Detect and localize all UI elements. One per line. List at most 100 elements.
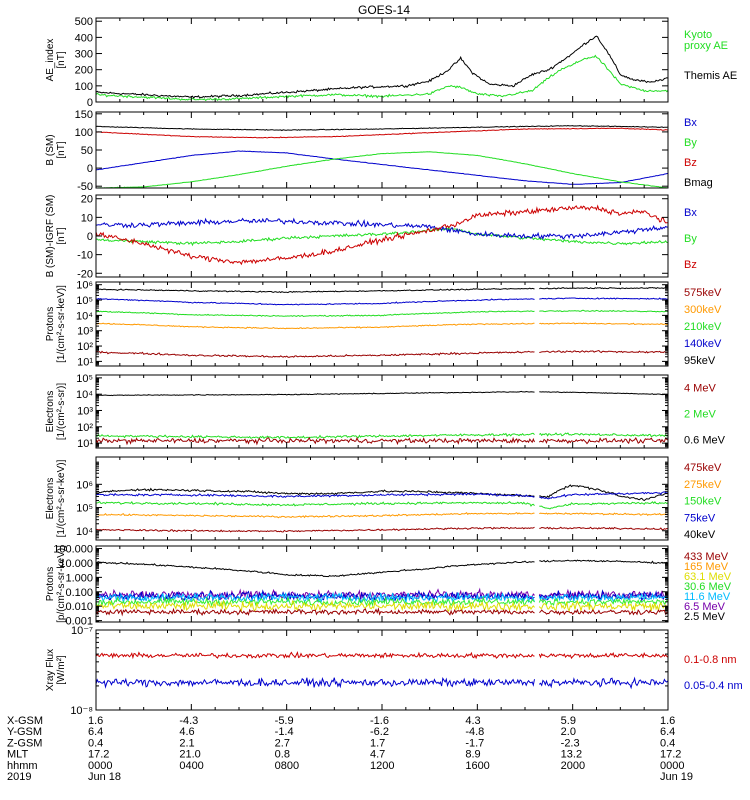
ephemeris-row-label: MLT [7,749,28,761]
y-axis-label: [nT] [56,227,67,244]
series-protons2-2-5-mev [96,607,668,617]
legend-label: 165 MeV [684,561,729,573]
y-axis-label: B (SM) [45,134,56,165]
series-xray-0-05-0-4-nm [96,676,668,690]
ephemeris-value: 21.0 [179,749,200,761]
legend-label: 0.1-0.8 nm [684,654,737,666]
panel-electrons1: 10¹ 10² 10³ 10⁴ 10⁵ Electrons [1/(cm²-s-sr)] 4 … [45,373,726,450]
legend-label: 75keV [684,512,716,524]
bigrf-series [96,204,668,266]
ephemeris-value: -6.2 [370,726,389,738]
y-tick-label: -20 [77,268,93,280]
y-tick-label: 150 [75,109,93,121]
legend-label: 575keV [684,287,722,299]
ephemeris-value: Jun 19 [660,771,693,783]
ephemeris-value: 17.2 [88,749,109,761]
y-tick-label: 100.000 [53,544,93,556]
y-tick-label: 0 [87,163,93,175]
panel-electrons2: 10⁴ 10⁵ 10⁶ Electrons [1/(cm²-s-sr-keV)] 475k… [45,456,722,541]
y-tick-label: 10⁴ [76,526,93,538]
series-electrons2-75kev [96,491,668,500]
ephemeris-value: 4.3 [465,715,480,727]
y-axis-label: [1/(cm²-s-sr-keV)] [56,459,67,537]
y-tick-label: 10⁶ [76,280,93,292]
legend-label: 300keV [684,304,722,316]
y-tick-label: 10³ [77,326,93,338]
ephemeris-value: -5.9 [275,715,294,727]
ephemeris-row-label: Y-GSM [7,726,42,738]
y-axis-label: Protons [45,307,56,341]
y-tick-label: 10⁻⁸ [70,705,93,717]
ephemeris-value: 1200 [370,760,394,772]
ephemeris-value: 0800 [275,760,299,772]
y-tick-label: -50 [77,181,93,193]
y-tick-label: 10⁴ [76,389,93,401]
y-tick-label: -10 [77,250,93,262]
ephemeris-value: 2.0 [561,726,576,738]
protons2-series [96,559,668,617]
y-tick-label: 10.000 [59,558,93,570]
legend-label: Bx [684,117,697,129]
series-xray-0-1-0-8-nm [96,650,668,660]
legend-label: 150keV [684,496,722,508]
y-tick-label: 0.001 [65,616,93,628]
legend-label: proxy AE [684,40,728,52]
y-axis-label: [1/(cm²-s-sr-keV)] [56,285,67,363]
series-protons2-433-mev [96,559,668,578]
panel-xray: 10⁻⁸ 10⁻⁷ Xray Flux [W/m²] 0.1-0.8 nm 0.05-0.… [45,625,743,717]
y-tick-label: 10⁻⁷ [71,625,93,637]
legend-label: 433 MeV [684,551,729,563]
y-tick-label: 10² [77,422,93,434]
ephemeris-value: 2.1 [179,737,194,749]
ephemeris-value: 2.7 [275,737,290,749]
y-axis-label: [p/(cm²-s-sr-keV)] [56,545,67,623]
ephemeris-value: 0400 [179,760,203,772]
ephemeris-row-label: Z-GSM [7,737,42,749]
series-electrons2-150kev [96,500,668,510]
ephemeris-value: 4.7 [370,749,385,761]
series-protons2-63-1-mev [96,591,668,604]
series-protons1-140kev [96,322,668,330]
legend-label: Kyoto [684,29,712,41]
panel-protons2: 0.001 0.010 0.100 1.000 10.000 100.000 Protons… [45,544,732,628]
ephemeris-table: X-GSM 1.6 -4.3 -5.9 -1.6 4.3 5.9 1.6 Y-GSM 6.4 4.6… [7,715,693,783]
series-bigrf-bz [96,204,668,266]
legend-label: 2 MeV [684,409,716,421]
legend-label: 0.05-0.4 nm [684,680,743,692]
y-tick-label: 10¹ [77,356,93,368]
y-tick-label: 10² [77,341,93,353]
y-tick-label: 500 [75,16,93,28]
legend-label: Bz [684,157,697,169]
y-tick-label: 0.100 [65,587,93,599]
xray-series [96,650,668,690]
y-axis-label: [nT] [56,51,67,68]
y-axis-label: Protons [45,567,56,601]
y-tick-label: 10⁵ [76,503,93,515]
legend-label: 40keV [684,529,716,541]
ephemeris-row-label: X-GSM [7,715,43,727]
y-tick-label: 100 [75,81,93,93]
panel-bigrf: -20 -10 0 10 20 B (SM)-IGRF (SM) [nT] Bx By Bz [45,194,697,281]
legend-label: Bmag [684,177,713,189]
y-tick-label: 300 [75,49,93,61]
y-tick-label: 400 [75,32,93,44]
y-axis-label: Xray Flux [45,649,56,691]
ephemeris-value: 17.2 [660,749,681,761]
y-axis-label: B (SM)-IGRF (SM) [45,195,56,278]
series-protons1-300kev [96,297,668,306]
y-tick-label: 100 [75,127,93,139]
series-bsm-by [96,151,668,188]
y-tick-label: 1.000 [65,572,93,584]
ephemeris-value: 13.2 [561,749,582,761]
y-tick-label: 200 [75,65,93,77]
legend-label: 6.5 MeV [684,601,726,613]
legend-label: 11.6 MeV [684,591,731,603]
y-axis-label: AE_index [45,39,56,82]
ephemeris-value: 5.9 [561,715,576,727]
y-axis-label: [W/m²] [56,655,67,685]
series-bigrf-bx [96,217,668,241]
series-electrons2-275kev [96,511,668,519]
ephemeris-value: 0000 [88,760,112,772]
